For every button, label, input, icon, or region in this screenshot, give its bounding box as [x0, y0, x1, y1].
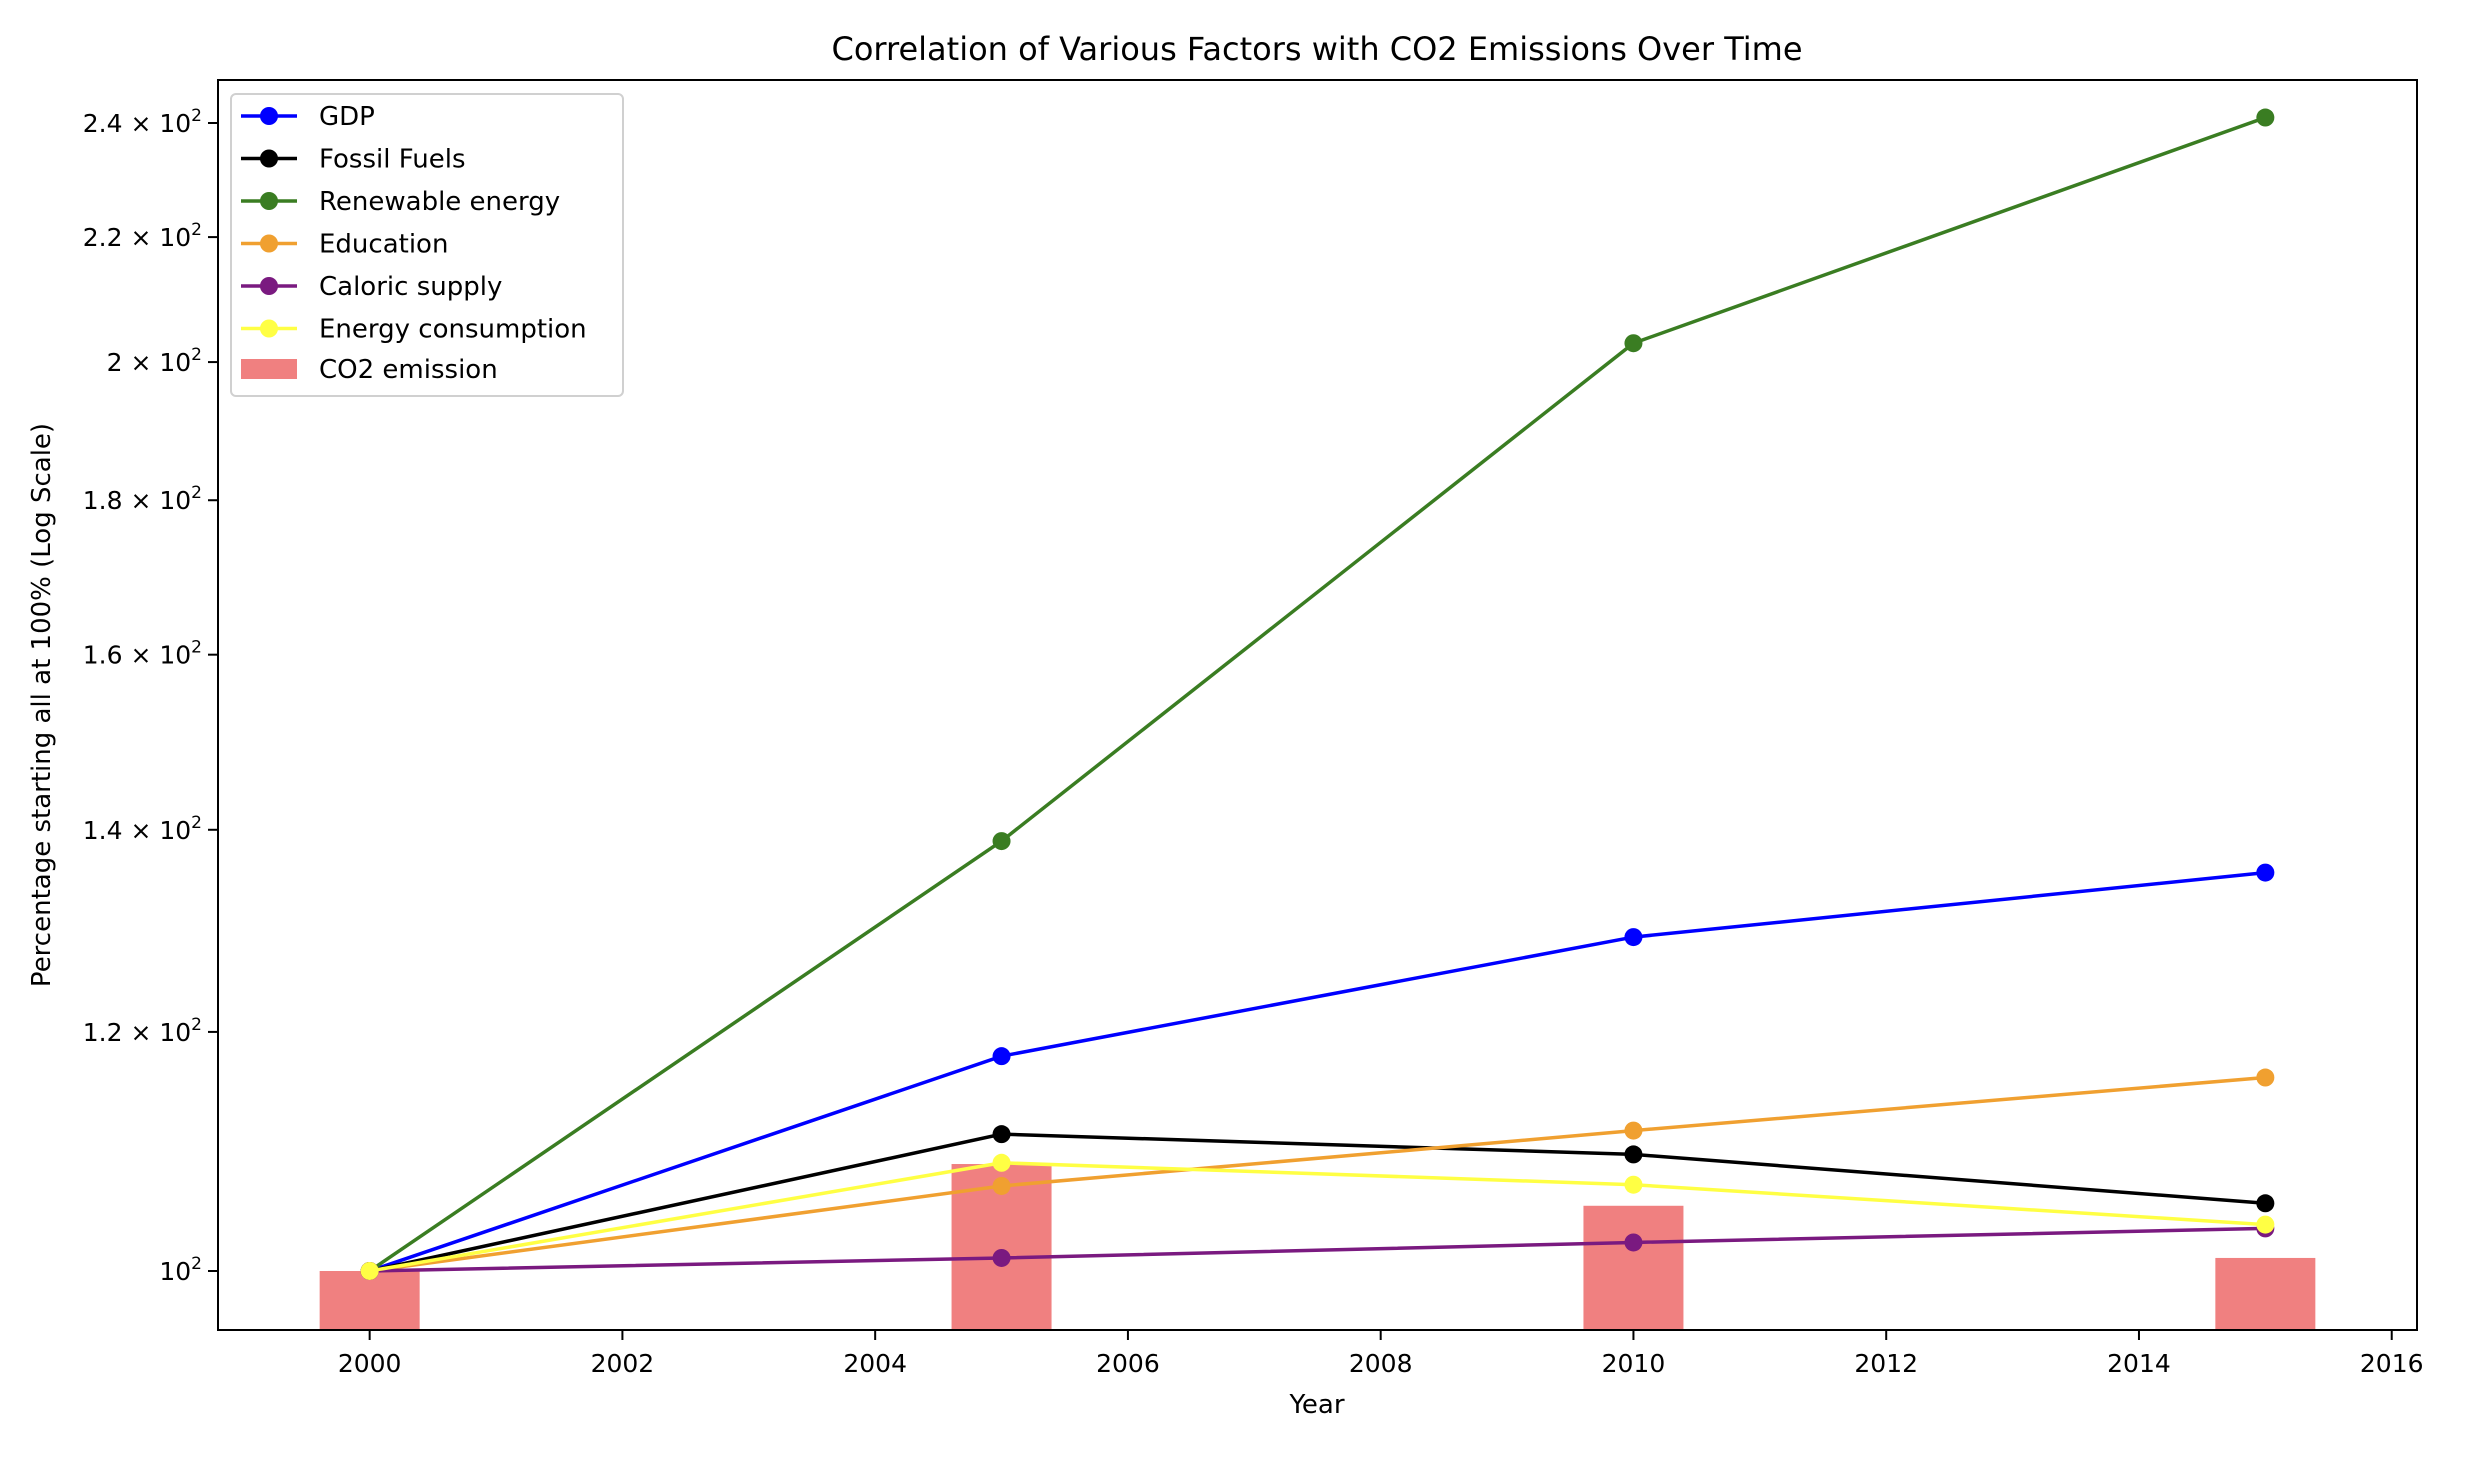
- x-axis-label: Year: [1288, 1390, 1344, 1420]
- fossil-fuels-point: [1624, 1145, 1643, 1164]
- y-axis: 102 1.2 × 102 1.4 × 102 1.6 × 102 1.8 × 102 2…: [83, 106, 218, 1286]
- fossil-fuels-point: [2256, 1194, 2275, 1213]
- x-tick-label: 2002: [591, 1349, 655, 1378]
- energy-consumption-point: [2256, 1215, 2275, 1234]
- y-tick-label: 2.2 × 102: [83, 220, 202, 252]
- y-tick-label: 1.2 × 102: [83, 1015, 202, 1047]
- x-tick-label: 2012: [1854, 1349, 1918, 1378]
- gdp-point: [2256, 863, 2275, 882]
- y-axis-label: Percentage starting all at 100% (Log Sca…: [27, 423, 57, 987]
- legend-label-energy-consumption: Energy consumption: [319, 315, 587, 345]
- education-series-line: [369, 1075, 2266, 1273]
- fossil-fuels-point: [992, 1125, 1011, 1144]
- legend-label-gdp: GDP: [319, 102, 375, 132]
- renewable-energy-series-line: [368, 115, 2266, 1273]
- fossil-fuels-series-line: [369, 1132, 2266, 1273]
- legend-label-co2-emission: CO2 emission: [319, 355, 498, 385]
- x-tick-label: 2000: [338, 1349, 402, 1378]
- education-point: [1624, 1121, 1643, 1140]
- legend-marker-gdp: [260, 107, 278, 125]
- legend-label-education: Education: [319, 230, 448, 260]
- energy-consumption-series-line: [369, 1161, 2266, 1273]
- legend-marker-caloric-supply: [260, 277, 278, 295]
- legend-swatch-co2-emission: [241, 359, 297, 379]
- y-tick-label: 1.4 × 102: [83, 813, 202, 845]
- energy-consumption-point: [992, 1153, 1011, 1172]
- gdp-series-line: [369, 870, 2266, 1273]
- legend-label-renewable-energy: Renewable energy: [319, 187, 560, 217]
- x-tick-label: 2016: [2360, 1349, 2424, 1378]
- legend-marker-education: [260, 234, 278, 253]
- y-tick-label: 102: [159, 1254, 202, 1286]
- co2-emission-bar: [1583, 1205, 1684, 1330]
- legend-box: [230, 93, 624, 397]
- x-tick-label: 2006: [1096, 1349, 1160, 1378]
- y-tick-label: 1.8 × 102: [83, 483, 202, 515]
- renewable-energy-point: [1624, 334, 1643, 353]
- renewable-energy-point: [2256, 108, 2275, 127]
- y-tick-label: 2 × 102: [107, 345, 202, 377]
- caloric-supply-series-line: [369, 1226, 2266, 1273]
- chart-title: Correlation of Various Factors with CO2 …: [832, 30, 1803, 68]
- gdp-point: [1624, 928, 1643, 947]
- co2-emission-bar: [2215, 1257, 2316, 1330]
- caloric-supply-point: [1624, 1233, 1643, 1252]
- education-point: [992, 1176, 1011, 1195]
- x-tick-label: 2008: [1349, 1349, 1413, 1378]
- legend-label-caloric-supply: Caloric supply: [319, 272, 502, 302]
- y-tick-label: 1.6 × 102: [83, 638, 202, 670]
- energy-consumption-point: [1624, 1175, 1643, 1194]
- legend-label-fossil-fuels: Fossil Fuels: [319, 145, 466, 175]
- legend-marker-renewable-energy: [260, 192, 278, 210]
- lines-layer: [360, 108, 2275, 1280]
- gdp-point: [992, 1047, 1011, 1066]
- legend-marker-energy-consumption: [260, 319, 278, 338]
- caloric-supply-point: [992, 1248, 1011, 1267]
- education-point: [2256, 1068, 2275, 1087]
- co2-emission-bar: [319, 1270, 420, 1330]
- legend-marker-fossil-fuels: [260, 149, 278, 168]
- legend: GDP Fossil Fuels Renewable energy Education…: [230, 93, 624, 397]
- x-tick-label: 2010: [1602, 1349, 1666, 1378]
- plot-frame: [217, 79, 2418, 1331]
- y-tick-label: 2.4 × 102: [83, 106, 202, 138]
- x-tick-label: 2004: [843, 1349, 907, 1378]
- x-axis: 2000 2002 2004 2006 2008 2010 2012 2014 2016: [338, 1330, 2424, 1378]
- x-tick-label: 2014: [2107, 1349, 2171, 1378]
- renewable-energy-point: [992, 832, 1011, 851]
- energy-consumption-point: [360, 1261, 379, 1280]
